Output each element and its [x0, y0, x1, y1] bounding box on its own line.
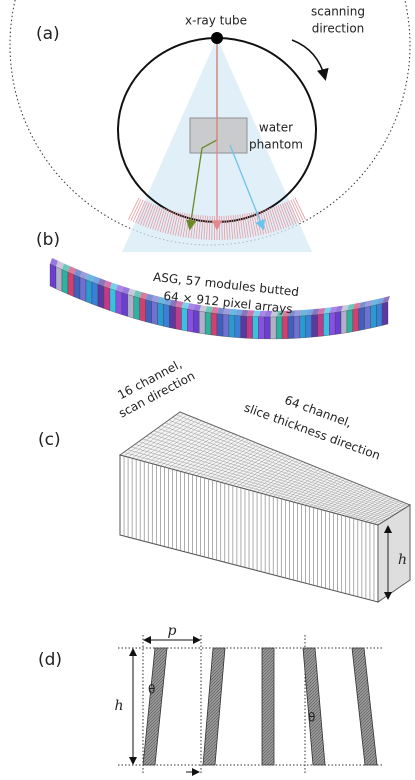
module	[229, 315, 235, 338]
pitch-label: p	[168, 623, 177, 639]
panel-label: (c)	[38, 430, 61, 450]
module	[152, 301, 158, 325]
septum	[143, 648, 167, 765]
panel-a: (a) x-ray tube scanning direction water …	[10, 0, 410, 252]
module	[80, 277, 86, 301]
module	[270, 317, 276, 339]
phantom-label: water	[259, 121, 293, 135]
module	[134, 296, 140, 320]
module	[241, 316, 247, 338]
module	[318, 314, 324, 337]
module	[187, 309, 193, 332]
module	[353, 309, 359, 332]
module	[170, 306, 176, 329]
module	[193, 310, 199, 333]
module	[86, 280, 92, 304]
module	[128, 294, 134, 318]
module	[110, 289, 116, 313]
module	[164, 304, 170, 327]
module	[122, 293, 128, 317]
module	[205, 312, 211, 335]
module	[258, 317, 264, 339]
module	[104, 286, 110, 310]
module	[140, 298, 146, 322]
module	[146, 300, 152, 324]
module	[276, 317, 282, 339]
module	[175, 307, 181, 330]
septum	[352, 648, 377, 765]
module	[288, 316, 294, 338]
water-phantom	[190, 118, 247, 153]
module	[365, 306, 371, 329]
module	[359, 307, 365, 330]
module	[312, 315, 318, 338]
x-ray-source	[211, 32, 223, 44]
module	[92, 282, 98, 306]
module	[282, 317, 288, 339]
septum	[262, 648, 274, 765]
module	[294, 316, 300, 338]
septa	[143, 648, 377, 765]
detector-septum	[128, 198, 139, 220]
panel-d: (d) p h θ θ	[38, 623, 382, 775]
panel-c: (c) h 16 channel, scan direction 64 chan…	[38, 357, 410, 602]
module	[376, 303, 382, 326]
source-label: x-ray tube	[185, 14, 247, 28]
module	[235, 315, 241, 337]
module	[98, 284, 104, 308]
module	[347, 310, 353, 333]
septum	[203, 648, 225, 765]
panel-label: (a)	[36, 24, 60, 44]
scan-label: scanning	[311, 5, 365, 19]
height-label: h	[398, 552, 407, 568]
module	[329, 312, 335, 335]
panel-label: (b)	[36, 230, 60, 250]
module	[62, 270, 68, 295]
module	[306, 315, 312, 337]
module	[382, 302, 388, 325]
module	[300, 316, 306, 338]
module	[211, 313, 217, 336]
scan-label: direction	[312, 22, 365, 36]
angle-label: θ	[148, 683, 155, 697]
module	[68, 272, 74, 297]
module	[264, 317, 270, 339]
module	[223, 314, 229, 337]
height-label: h	[114, 698, 123, 714]
septum	[303, 648, 325, 765]
module	[323, 313, 329, 336]
module	[158, 303, 164, 326]
module	[217, 314, 223, 337]
detector-septum	[295, 198, 306, 220]
module	[74, 275, 80, 299]
panel-label: (d)	[38, 650, 62, 670]
module	[56, 267, 62, 292]
module	[50, 264, 56, 289]
phantom-label: phantom	[249, 138, 303, 152]
figure: (a) x-ray tube scanning direction water …	[0, 0, 415, 780]
angle-label: θ	[308, 711, 315, 725]
module	[253, 317, 259, 339]
module	[335, 312, 341, 335]
module	[247, 316, 253, 338]
module	[116, 291, 122, 315]
direction-arrow	[292, 40, 325, 78]
module	[181, 308, 187, 331]
module	[341, 311, 347, 334]
module	[370, 305, 376, 328]
module	[199, 311, 205, 334]
